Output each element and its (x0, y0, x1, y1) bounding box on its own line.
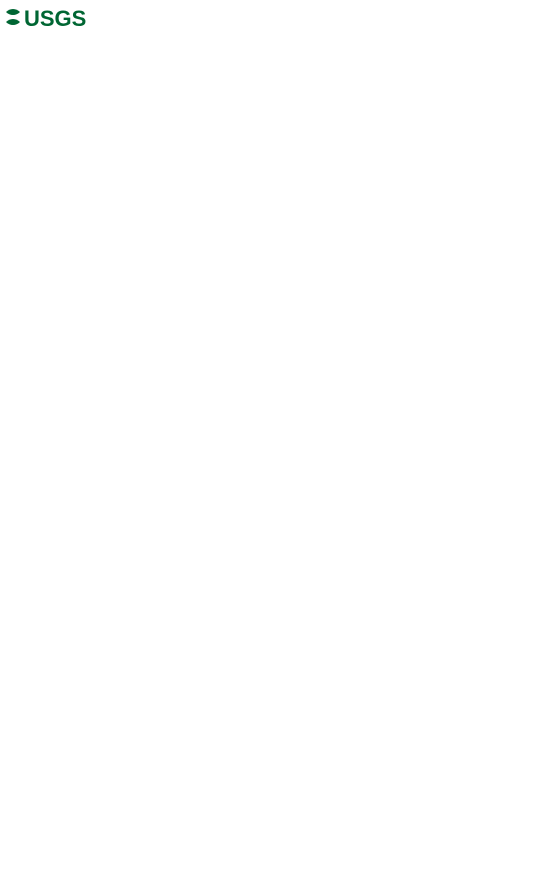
waveform-panel (478, 90, 518, 804)
x-axis-ticks (43, 808, 410, 822)
spectrogram-plot (43, 90, 410, 804)
usgs-logo: USGS (4, 4, 100, 37)
spectrogram-canvas (43, 90, 410, 804)
svg-text:USGS: USGS (24, 6, 86, 31)
